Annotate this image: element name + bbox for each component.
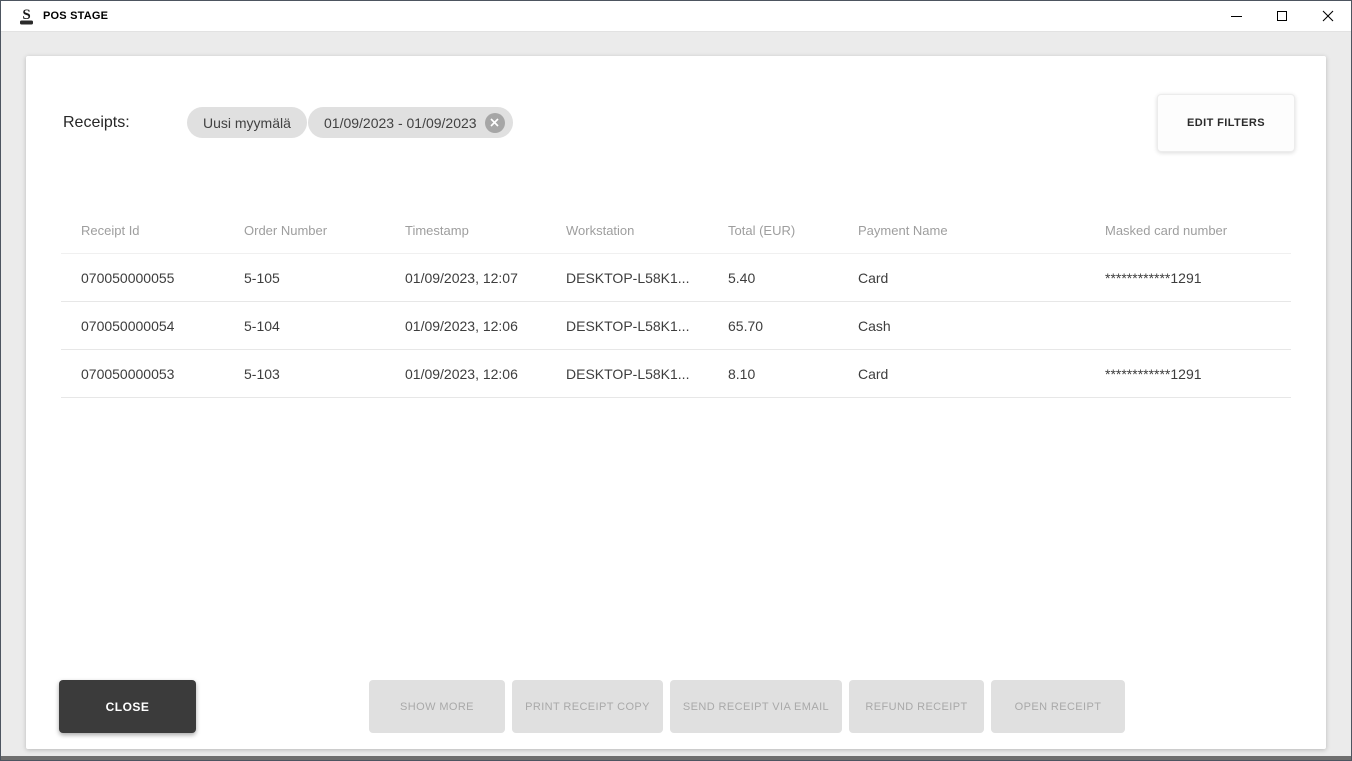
receipts-label: Receipts:	[63, 114, 130, 131]
col-header-workstation: Workstation	[566, 223, 635, 238]
cell-masked-card: ************1291	[1105, 269, 1202, 286]
open-receipt-button[interactable]: OPEN RECEIPT	[991, 680, 1125, 733]
titlebar: S POS STAGE	[1, 1, 1351, 32]
receipt-actions-group: SHOW MORE PRINT RECEIPT COPY SEND RECEIP…	[369, 680, 1125, 733]
close-x-icon	[490, 118, 499, 127]
cell-workstation: DESKTOP-L58K1...	[566, 317, 690, 334]
minimize-button[interactable]	[1213, 1, 1259, 32]
edit-filters-button[interactable]: EDIT FILTERS	[1157, 94, 1295, 152]
cell-total: 65.70	[728, 317, 764, 334]
col-header-masked-card: Masked card number	[1105, 223, 1228, 238]
col-header-total: Total (EUR)	[728, 223, 796, 238]
filter-chip-store-label: Uusi myymälä	[203, 114, 291, 131]
close-icon	[1322, 10, 1334, 22]
cell-timestamp: 01/09/2023, 12:06	[405, 317, 518, 334]
col-header-payment-name: Payment Name	[858, 223, 948, 238]
col-header-receipt-id: Receipt Id	[81, 223, 140, 238]
cell-receipt-id: 070050000054	[81, 317, 175, 334]
cell-payment-name: Card	[858, 269, 889, 286]
cell-workstation: DESKTOP-L58K1...	[566, 365, 690, 382]
filters-bar: Receipts: Uusi myymälä 01/09/2023 - 01/0…	[26, 56, 1326, 208]
receipts-panel: Receipts: Uusi myymälä 01/09/2023 - 01/0…	[26, 56, 1326, 749]
close-button[interactable]: CLOSE	[59, 680, 196, 733]
minimize-icon	[1230, 15, 1242, 17]
window-controls	[1213, 1, 1351, 32]
show-more-button[interactable]: SHOW MORE	[369, 680, 505, 733]
table-row[interactable]: 070050000053 5-103 01/09/2023, 12:06 DES…	[61, 350, 1291, 398]
cell-total: 8.10	[728, 365, 756, 382]
content-area: Receipts: Uusi myymälä 01/09/2023 - 01/0…	[1, 32, 1351, 756]
filter-chip-daterange[interactable]: 01/09/2023 - 01/09/2023	[308, 107, 513, 138]
app-logo-icon: S	[18, 7, 35, 26]
cell-masked-card: ************1291	[1105, 365, 1202, 382]
cell-receipt-id: 070050000053	[81, 365, 175, 382]
col-header-order-number: Order Number	[244, 223, 328, 238]
send-receipt-via-email-button[interactable]: SEND RECEIPT VIA EMAIL	[670, 680, 842, 733]
cell-timestamp: 01/09/2023, 12:06	[405, 365, 518, 382]
remove-daterange-filter-button[interactable]	[484, 112, 505, 133]
close-window-button[interactable]	[1305, 1, 1351, 32]
table-row[interactable]: 070050000054 5-104 01/09/2023, 12:06 DES…	[61, 302, 1291, 350]
cell-timestamp: 01/09/2023, 12:07	[405, 269, 518, 286]
cell-payment-name: Cash	[858, 317, 891, 334]
cell-order-number: 5-103	[244, 365, 280, 382]
actions-bar: CLOSE SHOW MORE PRINT RECEIPT COPY SEND …	[59, 680, 1326, 733]
cell-workstation: DESKTOP-L58K1...	[566, 269, 690, 286]
maximize-icon	[1277, 11, 1287, 21]
maximize-button[interactable]	[1259, 1, 1305, 32]
print-receipt-copy-button[interactable]: PRINT RECEIPT COPY	[512, 680, 663, 733]
table-header-row: Receipt Id Order Number Timestamp Workst…	[61, 208, 1291, 254]
table-row[interactable]: 070050000055 5-105 01/09/2023, 12:07 DES…	[61, 254, 1291, 302]
cell-order-number: 5-105	[244, 269, 280, 286]
svg-text:S: S	[22, 7, 30, 23]
titlebar-left: S POS STAGE	[1, 7, 108, 26]
receipts-table: Receipt Id Order Number Timestamp Workst…	[61, 208, 1291, 398]
cell-receipt-id: 070050000055	[81, 269, 175, 286]
cell-total: 5.40	[728, 269, 756, 286]
cell-payment-name: Card	[858, 365, 889, 382]
filter-chip-daterange-label: 01/09/2023 - 01/09/2023	[324, 114, 477, 131]
cell-order-number: 5-104	[244, 317, 280, 334]
refund-receipt-button[interactable]: REFUND RECEIPT	[849, 680, 984, 733]
col-header-timestamp: Timestamp	[405, 223, 469, 238]
app-title: POS STAGE	[43, 10, 109, 22]
filter-chip-store[interactable]: Uusi myymälä	[187, 107, 307, 138]
window-bottom-edge	[1, 756, 1351, 760]
